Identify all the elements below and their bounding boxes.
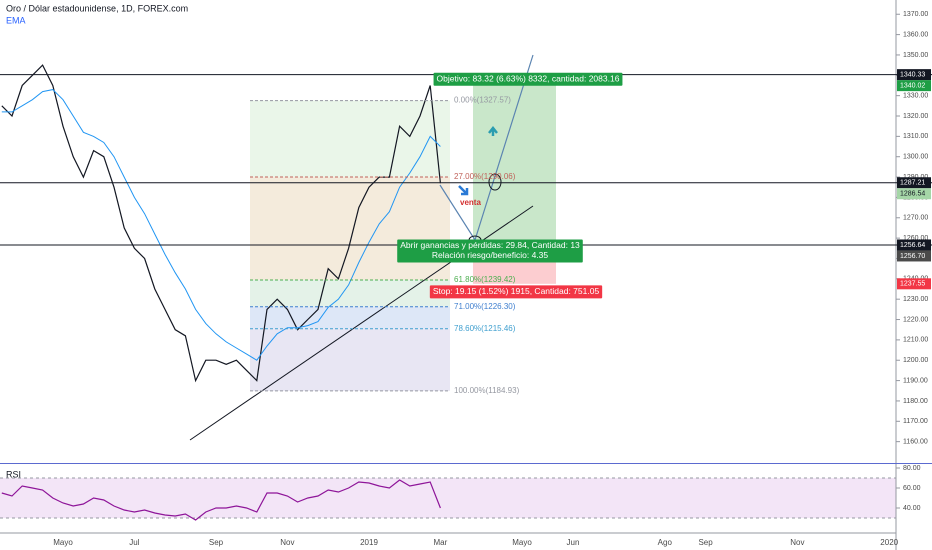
x-tick-label: Jun <box>567 538 580 547</box>
x-tick-label: Sep <box>698 538 713 547</box>
y-tick-label: 1210.00 <box>903 337 928 344</box>
fib-label: 0.00%(1327.57) <box>454 96 511 105</box>
y-tick-label: 1320.00 <box>903 113 928 120</box>
x-tick-label: Ago <box>658 538 673 547</box>
price-tag <box>897 177 931 189</box>
fib-zone <box>250 306 450 329</box>
price-tag <box>897 239 931 251</box>
fib-label: 61.80%(1239.42) <box>454 275 516 284</box>
fib-label: 71.00%(1226.30) <box>454 302 516 311</box>
series-line <box>1 89 441 361</box>
price-tag <box>897 250 931 262</box>
annotation: venta <box>460 198 481 207</box>
y-tick-label: 1200.00 <box>903 357 928 364</box>
y-tick-label: 1220.00 <box>903 316 928 323</box>
chart-title: Oro / Dólar estadounidense, 1D, FOREX.co… <box>6 3 188 13</box>
entry-label: Relación riesgo/beneficio: 4.35 <box>432 250 549 260</box>
target-label-box <box>433 72 623 86</box>
x-tick-label: 2019 <box>360 538 378 547</box>
marker-ellipse <box>488 173 502 191</box>
target-label-group: Objetivo: 83.32 (6.63%) 8332, cantidad: … <box>433 72 623 86</box>
y-tick-label: 1350.00 <box>903 52 928 59</box>
y-tick-label: 40.00 <box>903 505 921 512</box>
price-tag <box>897 188 931 200</box>
series-line <box>1 64 441 383</box>
target-label: Objetivo: 83.32 (6.63%) 8332, cantidad: … <box>437 74 620 84</box>
up-arrow <box>488 125 498 136</box>
price-tag <box>897 278 931 290</box>
fib-label: 27.00%(1290.06) <box>454 172 516 181</box>
price-tag-label: 1340.02 <box>900 82 925 89</box>
stop-label-box <box>429 285 603 299</box>
data-layer <box>1 64 441 521</box>
label-layer: Oro / Dólar estadounidense, 1D, FOREX.co… <box>6 3 931 547</box>
y-tick-label: 1360.00 <box>903 31 928 38</box>
x-tick-label: Sep <box>209 538 224 547</box>
x-tick-label: Jul <box>129 538 139 547</box>
legend-entry: EMA <box>6 15 26 25</box>
price-tag-label: 1256.70 <box>900 253 925 260</box>
x-tick-label: Mayo <box>53 538 73 547</box>
y-tick-label: 1270.00 <box>903 215 928 222</box>
y-tick-label: 60.00 <box>903 485 921 492</box>
stop-label: Stop: 19.15 (1.52%) 1915, Cantidad: 751.… <box>433 286 600 296</box>
y-tick-label: 1330.00 <box>903 93 928 100</box>
down-arrow <box>458 185 469 196</box>
fib-label: 78.60%(1215.46) <box>454 324 516 333</box>
fib-label: 100.00%(1184.93) <box>454 386 520 395</box>
y-tick-label: 1190.00 <box>903 377 928 384</box>
x-tick-label: 2020 <box>880 538 898 547</box>
fib-zone <box>250 100 450 177</box>
background-layer <box>0 75 896 519</box>
price-tag-label: 1340.33 <box>900 71 925 78</box>
stop-label-group: Stop: 19.15 (1.52%) 1915, Cantidad: 751.… <box>429 285 603 299</box>
y-tick-label: 1160.00 <box>903 438 928 445</box>
profit-zone <box>473 75 556 245</box>
pane-title: RSI <box>6 469 21 479</box>
price-tag-label: 1287.21 <box>900 180 925 187</box>
fib-zone <box>250 176 450 281</box>
x-tick-label: Nov <box>280 538 294 547</box>
y-tick-label: 1230.00 <box>903 296 928 303</box>
price-tag-label: 1237.55 <box>900 281 925 288</box>
y-tick-label: 1310.00 <box>903 133 928 140</box>
y-tick-label: 1180.00 <box>903 398 928 405</box>
y-tick-label: 80.00 <box>903 465 921 472</box>
x-tick-label: Mayo <box>512 538 532 547</box>
x-tick-label: Mar <box>434 538 448 547</box>
fib-zone <box>250 328 450 391</box>
y-tick-label: 1170.00 <box>903 418 928 425</box>
price-tag <box>897 80 931 92</box>
price-tag <box>897 69 931 81</box>
price-tag-label: 1256.64 <box>900 242 925 249</box>
y-tick-label: 1370.00 <box>903 11 928 18</box>
y-tick-label: 1260.00 <box>903 235 928 242</box>
series-line <box>1 479 441 521</box>
entry-label-group: Abrir ganancias y pérdidas: 29.84, Canti… <box>397 239 583 263</box>
fib-zone <box>250 280 450 307</box>
y-tick-label: 1300.00 <box>903 154 928 161</box>
entry-label-box <box>397 239 583 263</box>
entry-label: Abrir ganancias y pérdidas: 29.84, Canti… <box>400 240 580 250</box>
price-tag-label: 1286.54 <box>900 191 925 198</box>
x-tick-label: Nov <box>790 538 804 547</box>
